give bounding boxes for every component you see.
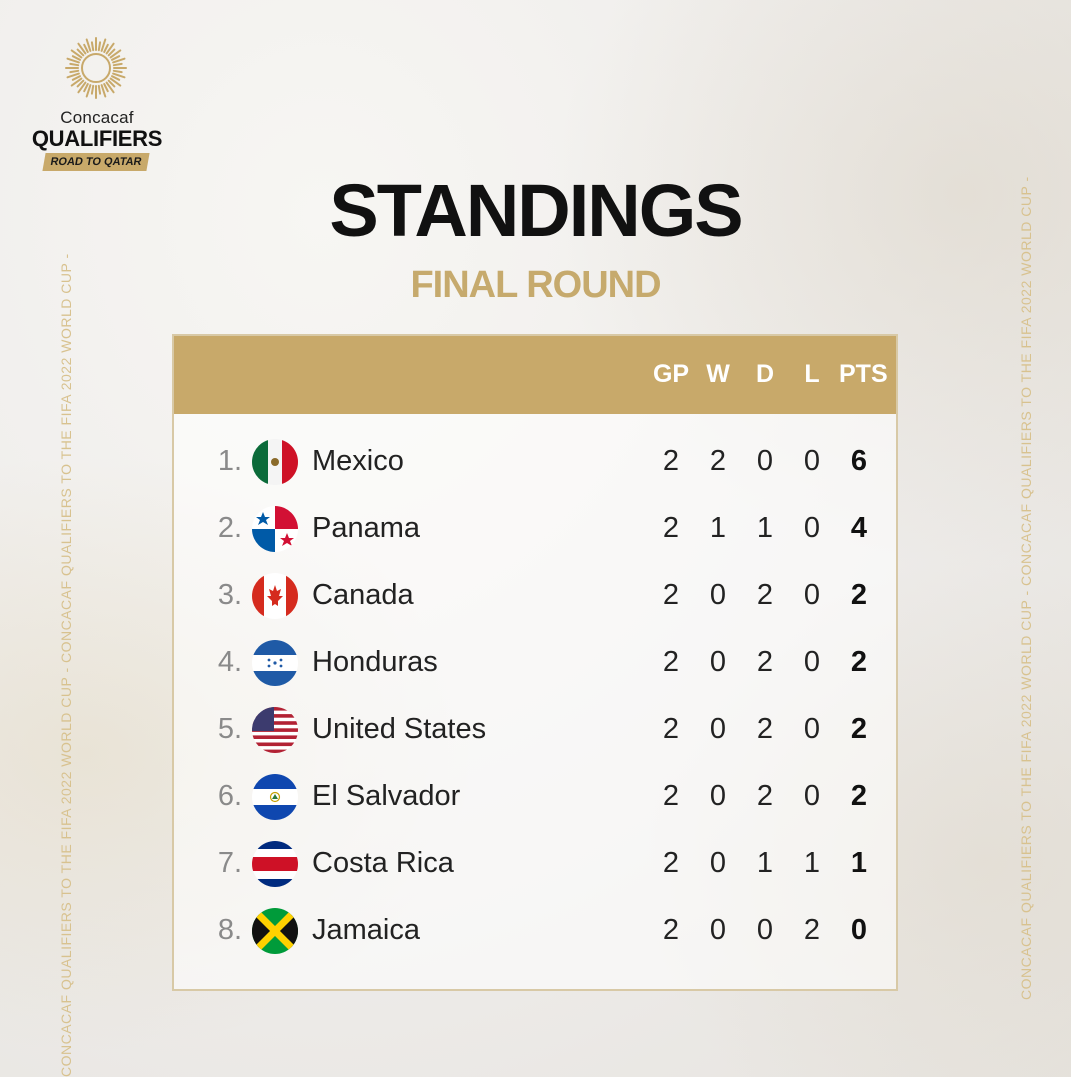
- row-team-name: United States: [312, 713, 487, 745]
- row-w: 0: [709, 914, 727, 946]
- row-rank: 5.: [217, 713, 242, 745]
- page-subtitle: FINAL ROUND: [410, 264, 661, 306]
- header-gp: GP: [652, 360, 690, 388]
- row-team-name: Panama: [312, 512, 421, 544]
- header-pts: PTS: [839, 360, 888, 388]
- row-w: 1: [709, 512, 727, 544]
- row-d: 2: [756, 713, 774, 745]
- logo-title-text: QUALIFIERS: [31, 126, 163, 151]
- row-w: 0: [709, 646, 727, 678]
- header-l: L: [804, 360, 820, 388]
- row-l: 1: [803, 847, 821, 879]
- row-d: 1: [756, 512, 774, 544]
- table-row: 6. El Salvador 2 0 2 0 2: [174, 768, 896, 828]
- row-team-name: Honduras: [312, 646, 438, 678]
- row-rank: 1.: [217, 445, 242, 477]
- row-gp: 2: [662, 646, 680, 678]
- row-team-name: Mexico: [312, 445, 404, 477]
- row-d: 2: [756, 579, 774, 611]
- row-w: 0: [709, 579, 727, 611]
- table-row: 3. Canada 2 0 2 0 2: [174, 567, 896, 627]
- page-title: STANDINGS: [329, 169, 743, 252]
- mexico-flag-icon: [252, 439, 298, 485]
- row-l: 0: [803, 713, 821, 745]
- table-row: 5. United States 2 0 2 0 2: [174, 701, 896, 761]
- jamaica-flag-icon: [252, 908, 298, 954]
- row-pts: 4: [850, 512, 868, 544]
- row-gp: 2: [662, 780, 680, 812]
- row-l: 2: [803, 914, 821, 946]
- row-d: 0: [756, 914, 774, 946]
- table-row: 4. Honduras 2 0 2 0 2: [174, 634, 896, 694]
- row-d: 2: [756, 780, 774, 812]
- row-team-name: Costa Rica: [312, 847, 454, 879]
- standings-table: GP W D L PTS 1. Mexico 2 2 0 0 6 2. Panama 2 1 1 0 4 3…: [172, 334, 898, 991]
- row-rank: 6.: [217, 780, 242, 812]
- row-gp: 2: [662, 847, 680, 879]
- row-w: 0: [709, 713, 727, 745]
- row-l: 0: [803, 445, 821, 477]
- row-rank: 2.: [217, 512, 242, 544]
- usa-flag-icon: [252, 707, 298, 753]
- canada-flag-icon: [252, 573, 298, 619]
- row-pts: 2: [850, 646, 868, 678]
- table-row: 1. Mexico 2 2 0 0 6: [174, 433, 896, 493]
- row-pts: 2: [850, 713, 868, 745]
- costa-rica-flag-icon: [252, 841, 298, 887]
- row-rank: 8.: [217, 914, 242, 946]
- row-rank: 4.: [217, 646, 242, 678]
- row-w: 2: [709, 445, 727, 477]
- row-team-name: Canada: [312, 579, 414, 611]
- row-pts: 2: [850, 780, 868, 812]
- row-team-name: El Salvador: [312, 780, 461, 812]
- row-rank: 7.: [217, 847, 242, 879]
- row-d: 2: [756, 646, 774, 678]
- row-l: 0: [803, 579, 821, 611]
- row-l: 0: [803, 512, 821, 544]
- row-w: 0: [709, 780, 727, 812]
- row-l: 0: [803, 646, 821, 678]
- row-gp: 2: [662, 713, 680, 745]
- table-header: GP W D L PTS: [174, 336, 896, 414]
- table-row: 7. Costa Rica 2 0 1 1 1: [174, 835, 896, 895]
- concacaf-logo: Concacaf QUALIFIERS ROAD TO QATAR: [28, 36, 168, 176]
- row-pts: 0: [850, 914, 868, 946]
- header-w: W: [706, 360, 730, 388]
- row-team-name: Jamaica: [312, 914, 420, 946]
- row-gp: 2: [662, 445, 680, 477]
- el-salvador-flag-icon: [252, 774, 298, 820]
- logo-brand-text: Concacaf: [60, 108, 134, 127]
- row-d: 0: [756, 445, 774, 477]
- row-rank: 3.: [217, 579, 242, 611]
- header-d: D: [755, 360, 775, 388]
- honduras-flag-icon: [252, 640, 298, 686]
- sun-emblem-icon: [65, 37, 127, 99]
- panama-flag-icon: [252, 506, 298, 552]
- row-gp: 2: [662, 914, 680, 946]
- row-pts: 2: [850, 579, 868, 611]
- table-row: 8. Jamaica 2 0 0 2 0: [174, 902, 896, 962]
- row-pts: 1: [850, 847, 868, 879]
- row-gp: 2: [662, 579, 680, 611]
- table-row: 2. Panama 2 1 1 0 4: [174, 500, 896, 560]
- side-watermark-left: CONCACAF QUALIFIERS TO THE FIFA 2022 WOR…: [58, 253, 74, 1077]
- row-gp: 2: [662, 512, 680, 544]
- row-d: 1: [756, 847, 774, 879]
- row-pts: 6: [850, 445, 868, 477]
- row-l: 0: [803, 780, 821, 812]
- row-w: 0: [709, 847, 727, 879]
